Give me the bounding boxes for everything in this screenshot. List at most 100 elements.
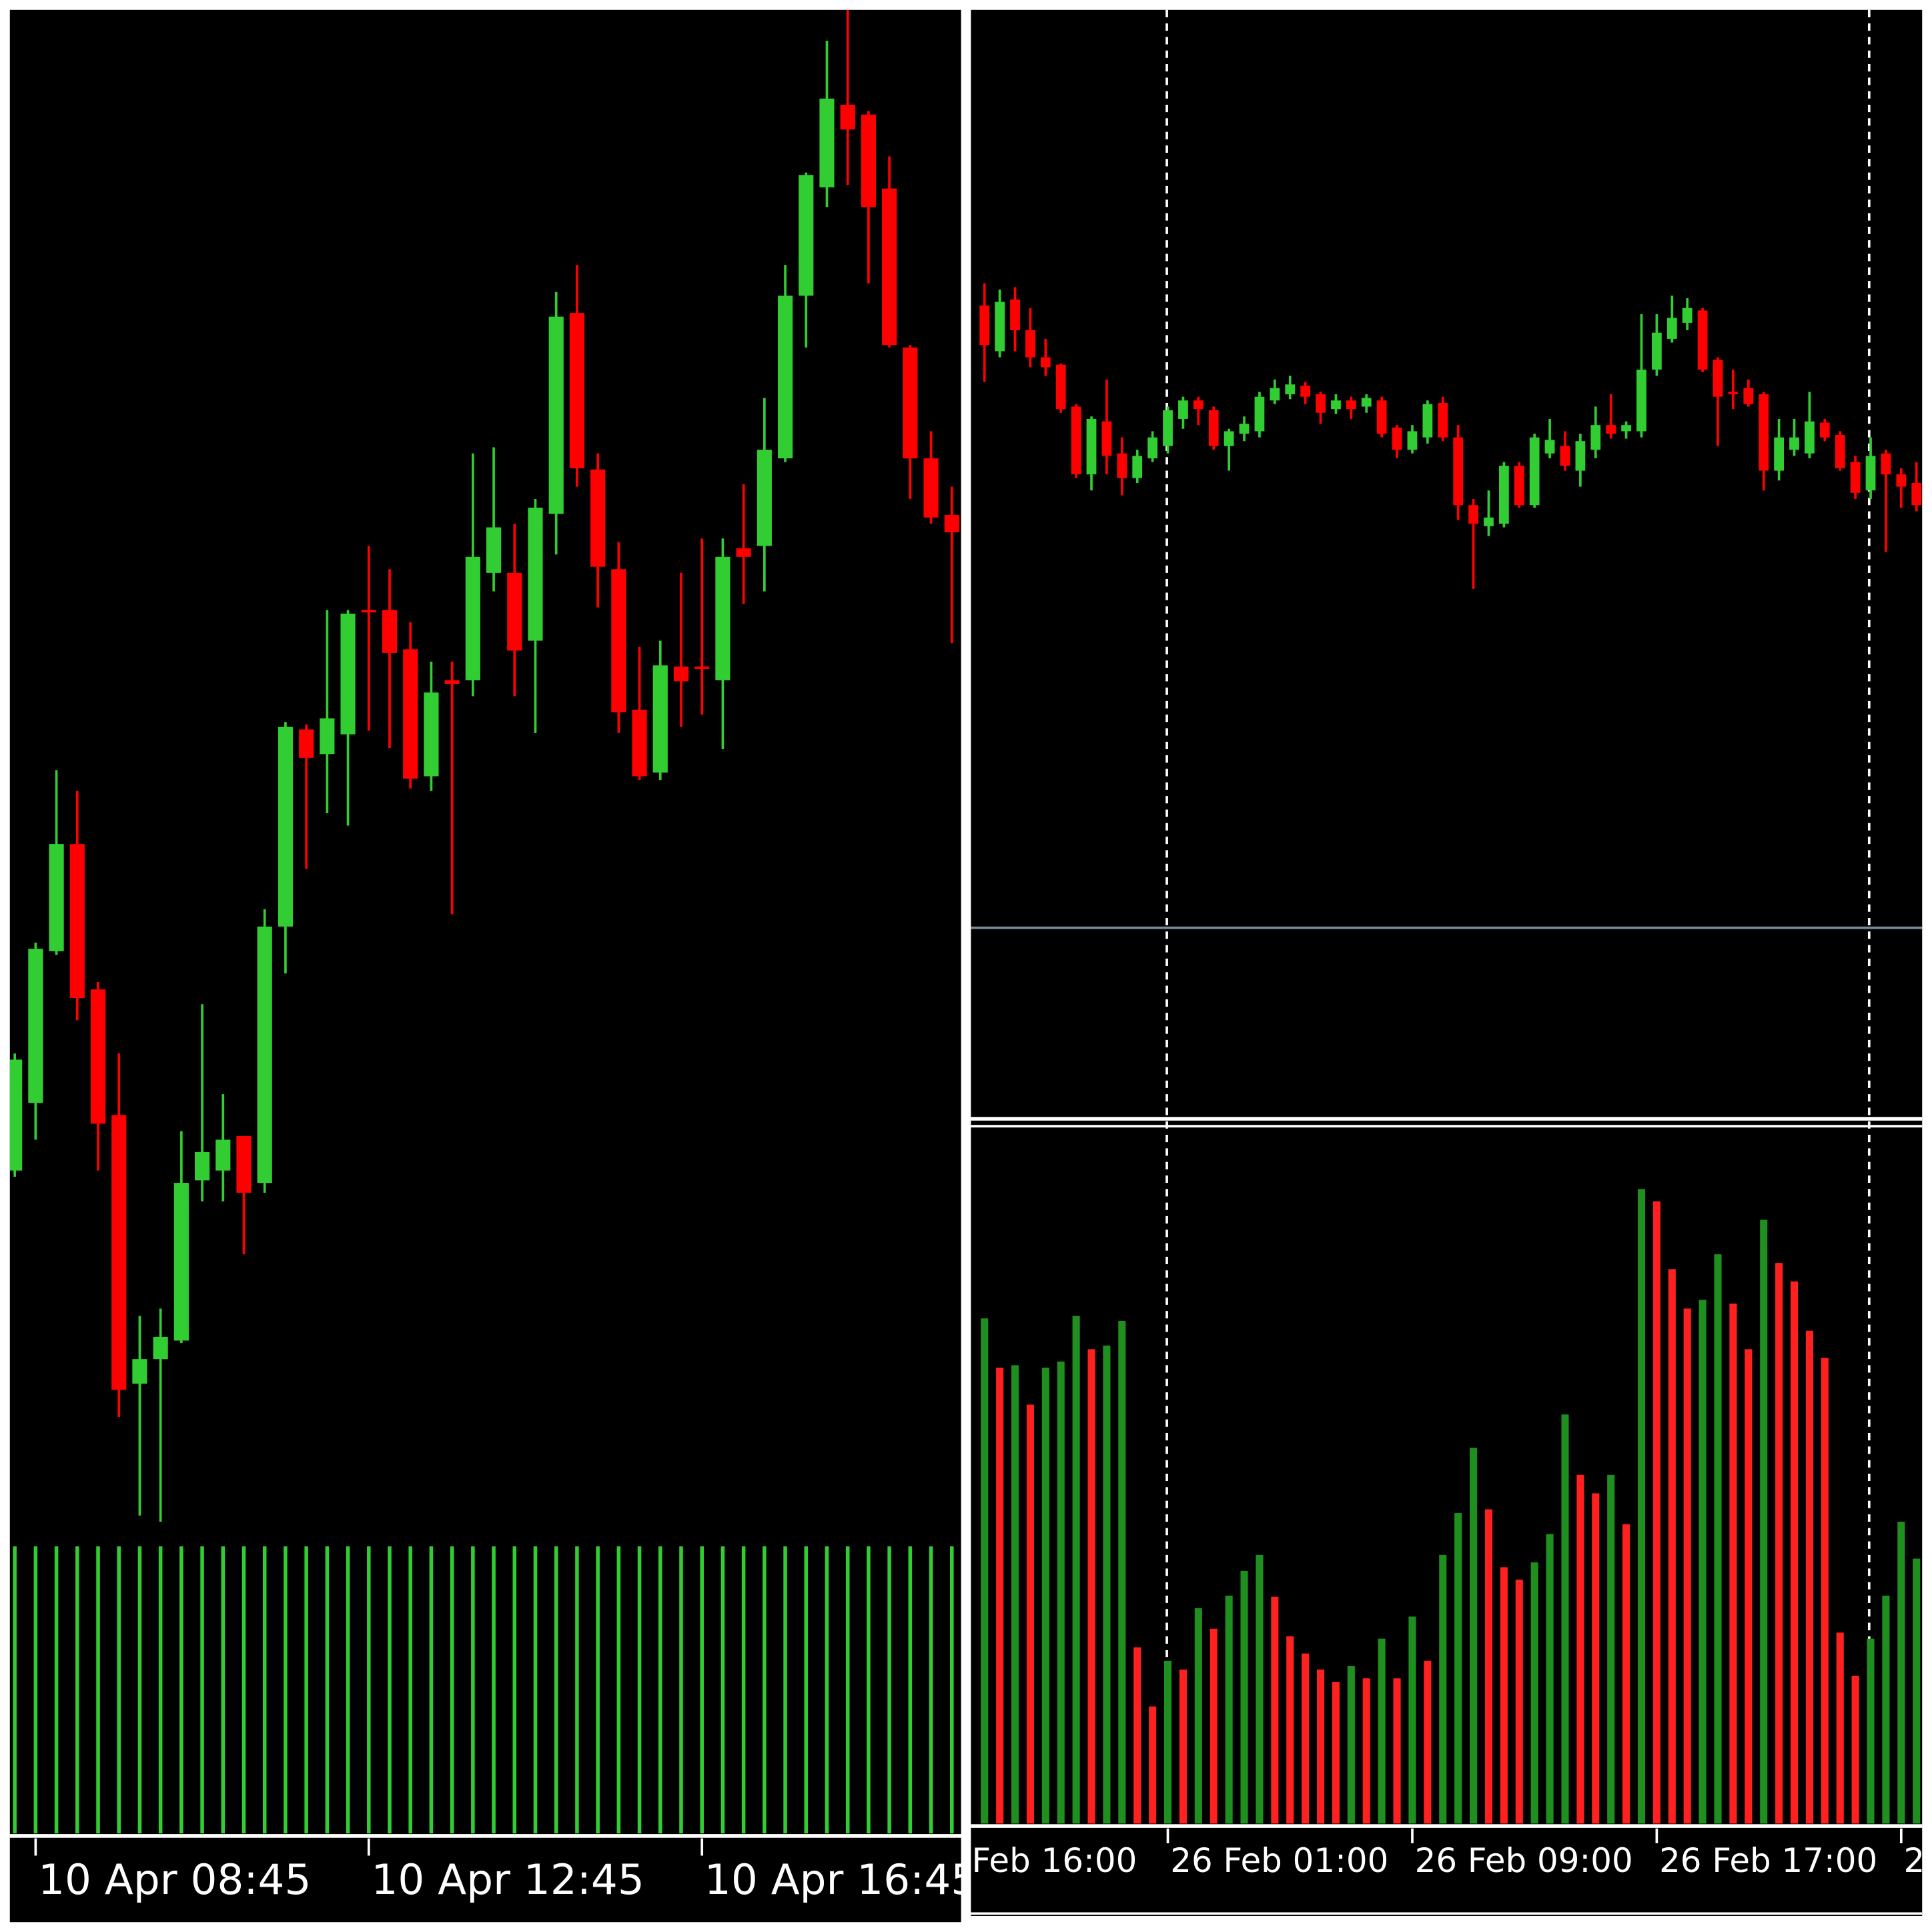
candle-body: [1163, 410, 1173, 446]
volume-bar: [637, 1546, 642, 1834]
candle-body: [1881, 453, 1891, 475]
volume-bar: [700, 1546, 704, 1834]
candle-body: [1484, 517, 1494, 526]
volume-bar: [117, 1546, 121, 1834]
volume-bar: [54, 1546, 59, 1834]
candle-body: [1805, 421, 1815, 454]
candle-body: [153, 1336, 168, 1360]
volume-bar: [1607, 1474, 1615, 1824]
volume-bar: [1057, 1361, 1065, 1824]
candle-body: [1911, 483, 1922, 506]
volume-bar: [1500, 1567, 1508, 1824]
candle-body: [611, 569, 626, 712]
volume-bar: [33, 1546, 38, 1834]
candle-body: [1514, 466, 1524, 506]
volume-bar: [1240, 1570, 1248, 1824]
candle-body: [1498, 466, 1509, 524]
candle-body: [1071, 406, 1081, 475]
volume-bar: [1118, 1320, 1126, 1824]
volume-bar: [996, 1368, 1004, 1824]
x-tick-label: 10 Apr 16:45: [704, 1855, 977, 1904]
candle-body: [1010, 299, 1020, 330]
volume-bar: [1225, 1595, 1233, 1824]
volume-bar: [741, 1546, 746, 1834]
candle-body: [1682, 308, 1693, 323]
candle-body: [1055, 364, 1066, 410]
candle-body: [694, 666, 710, 669]
volume-bar: [200, 1546, 204, 1834]
candle-body: [278, 727, 294, 927]
x-tick-label: 2: [1904, 1841, 1925, 1880]
candle-body: [652, 665, 668, 773]
volume-bar: [1332, 1682, 1340, 1824]
volume-bar: [1286, 1636, 1294, 1824]
volume-bar: [1424, 1660, 1432, 1824]
candle-body: [1468, 505, 1478, 524]
candle-body: [1239, 424, 1250, 434]
candle-body: [361, 610, 376, 612]
volume-bar: [221, 1546, 225, 1834]
candle-body: [132, 1359, 147, 1384]
volume-bar: [825, 1546, 829, 1834]
volume-bar: [554, 1546, 558, 1834]
candle-body: [590, 469, 606, 567]
volume-bar: [1439, 1554, 1447, 1824]
candle-body: [1438, 402, 1448, 438]
candle-body: [1590, 425, 1601, 450]
volume-bar: [1546, 1534, 1554, 1824]
volume-bar: [867, 1546, 871, 1834]
candle-body: [486, 527, 502, 573]
candle-body: [1666, 318, 1677, 339]
volume-bar: [284, 1546, 288, 1834]
volume-bar: [96, 1546, 100, 1834]
volume-bar: [325, 1546, 330, 1834]
volume-bar: [1302, 1653, 1310, 1824]
candle-body: [9, 1059, 23, 1171]
volume-bar: [1087, 1349, 1095, 1824]
candle-body: [548, 316, 564, 514]
candle-body: [69, 844, 85, 999]
candle-body: [1132, 456, 1143, 478]
volume-bar: [1484, 1509, 1493, 1824]
volume-bar: [512, 1546, 517, 1834]
candle-body: [1713, 360, 1723, 397]
volume-bar: [1897, 1521, 1905, 1824]
candle-body: [1835, 434, 1845, 468]
candle-body: [1774, 437, 1784, 471]
candle-body: [1254, 396, 1265, 432]
volume-bar: [1362, 1678, 1370, 1824]
candle-body: [1544, 440, 1555, 454]
candle-body: [840, 104, 855, 129]
volume-bar: [1851, 1675, 1859, 1824]
volume-bar: [450, 1546, 454, 1834]
x-tick-label: 10 Apr 12:45: [371, 1855, 644, 1904]
volume-bar: [720, 1546, 725, 1834]
candle-body: [944, 515, 959, 532]
volume-bar: [1011, 1365, 1019, 1824]
volume-bar: [1149, 1707, 1157, 1824]
volume-bar: [1836, 1632, 1844, 1824]
candle-body: [1285, 384, 1296, 395]
volume-bar: [429, 1546, 434, 1834]
candle-body: [1636, 370, 1646, 432]
candle-body: [1529, 437, 1540, 506]
candle-body: [1850, 462, 1861, 493]
candle-body: [1759, 394, 1769, 471]
candle-body: [799, 175, 814, 296]
candle-body: [632, 709, 647, 777]
candle-body: [882, 188, 897, 346]
volume-bar: [887, 1546, 891, 1834]
volume-bar: [616, 1546, 621, 1834]
volume-bar: [492, 1546, 496, 1834]
candle-body: [1743, 388, 1754, 404]
right-chart: Feb 16:00 26 Feb 01:00 26 Feb 09:00 26 Feb …: [971, 283, 1925, 1880]
volume-bar: [367, 1546, 371, 1834]
volume-bar: [1194, 1608, 1202, 1824]
candle-body: [1101, 421, 1112, 456]
candle-body: [1652, 332, 1662, 370]
candle-body: [1040, 357, 1051, 368]
candle-body: [1224, 431, 1234, 446]
candle-body: [1193, 400, 1203, 410]
volume-bar: [1637, 1189, 1646, 1824]
volume-bar: [1882, 1595, 1890, 1824]
